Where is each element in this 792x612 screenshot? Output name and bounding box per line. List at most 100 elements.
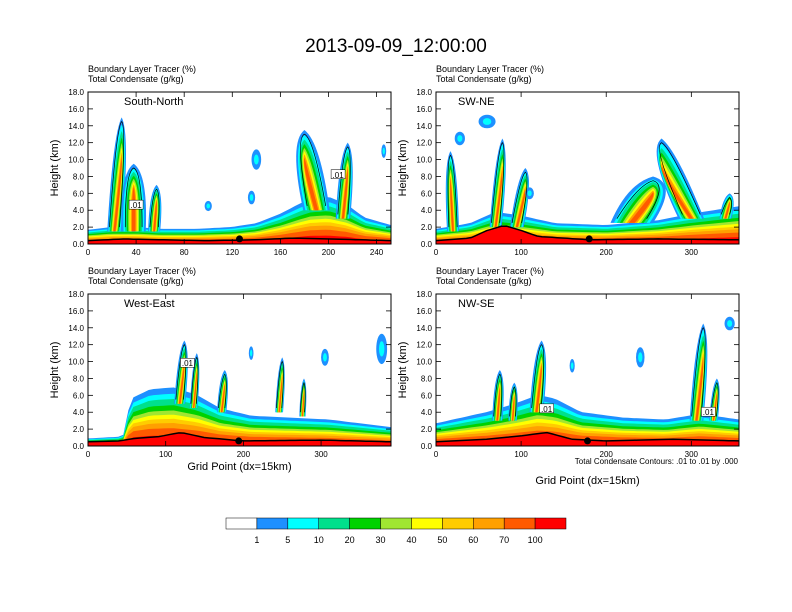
plume-3-level-6 [694,353,704,421]
plume-0-level-7 [496,387,501,421]
contour-label-box-0 [180,357,195,368]
subtitle-tracer: Boundary Layer Tracer (%) [436,64,544,74]
plot-area [436,92,739,244]
x-tick-label: 40 [132,248,141,257]
condensate-contour-3 [300,133,327,207]
colorbar-swatch-5 [380,517,412,530]
y-tick-label: 18.0 [416,88,432,97]
plume-4-level-7 [341,168,348,219]
y-tick-label: 8.0 [421,374,433,383]
plume-1-level-7 [193,371,197,408]
y-tick-label: 16.0 [416,105,432,114]
y-tick-label: 18.0 [68,88,84,97]
subtitle-condensate: Total Condensate (g/kg) [436,276,532,286]
y-tick-label: 16.0 [416,307,432,316]
x-tick-label: 0 [434,450,439,459]
colorbar-label: 50 [437,535,447,545]
contour-label: .01 [131,201,143,210]
colorbar-label: 70 [499,535,509,545]
contour-label: .01 [182,359,194,368]
tracer-blob-core-2 [570,362,574,370]
plume-4-level-4 [660,156,697,219]
plume-3-level-6 [278,374,283,413]
plume-0-level-7 [178,362,185,404]
x-axis-label: Grid Point (dx=15km) [187,461,291,473]
subtitle-condensate: Total Condensate (g/kg) [88,74,184,84]
plot-area: .01 .01 [88,92,391,244]
x-tick-label: 0 [86,450,91,459]
y-tick-label: 2.0 [73,223,85,232]
x-tick-label: 120 [226,248,240,257]
y-axis-label: Height (km) [397,342,409,399]
tracer-blob-core-3 [382,147,385,155]
condensate-contour-0 [109,121,125,228]
plot-frame [87,293,392,447]
panel-nw-se: Boundary Layer Tracer (%)Total Condensat… [397,266,740,487]
panel-west-east: Boundary Layer Tracer (%)Total Condensat… [49,266,392,473]
location-marker [584,437,591,445]
plume-2-level-7 [512,395,515,421]
tracer-blob-core-1 [727,320,733,327]
y-tick-label: 8.0 [73,374,85,383]
subtitle-condensate: Total Condensate (g/kg) [88,276,184,286]
colorbar-label: 30 [376,535,386,545]
y-tick-label: 2.0 [421,223,433,232]
x-tick-label: 100 [159,450,173,459]
panel-south-north: Boundary Layer Tracer (%)Total Condensat… [49,64,392,257]
y-tick-label: 14.0 [68,324,84,333]
condensate-contour-4 [299,381,306,413]
plume-0-level-6 [494,165,503,228]
colorbar-label: 10 [314,535,324,545]
y-tick-label: 18.0 [68,290,84,299]
colorbar-label: 5 [285,535,290,545]
colorbar-swatch-4 [349,517,381,530]
colorbar-label: 100 [528,535,543,545]
y-tick-label: 16.0 [68,307,84,316]
plot-frame [435,293,740,447]
y-tick-label: 2.0 [421,425,433,434]
x-axis-label: Grid Point (dx=15km) [535,475,639,487]
x-tick-label: 300 [685,450,699,459]
y-tick-label: 4.0 [73,408,85,417]
y-tick-label: 0.0 [73,442,85,451]
x-tick-label: 200 [237,450,251,459]
colorbar-swatch-9 [503,517,536,530]
tracer-blob-core-2 [206,203,211,209]
contour-label-box-0 [128,199,144,210]
y-tick-label: 12.0 [68,139,84,148]
tracer-blob-core-0 [323,353,327,362]
x-tick-label: 160 [274,248,288,257]
plume-1-level-6 [192,369,198,408]
y-tick-label: 16.0 [68,105,84,114]
y-tick-label: 12.0 [416,341,432,350]
contour-label: .01 [541,405,553,414]
colorbar-swatch-7 [442,517,474,530]
tracer-blob-core-1 [249,194,254,201]
tracer-blob-core-0 [482,118,492,125]
condensate-contour-2 [124,167,143,228]
colorbar-label: 20 [345,535,355,545]
condensate-contour-4 [337,146,351,215]
y-tick-label: 0.0 [421,442,433,451]
y-tick-label: 4.0 [421,408,433,417]
colorbar-label: 60 [468,535,478,545]
plume-3-level-6 [303,154,320,211]
x-tick-label: 0 [86,248,91,257]
location-marker [235,437,243,445]
y-tick-label: 12.0 [416,139,432,148]
colorbar: 1 5 10 20 30 40 50 60 70 100 [225,517,567,545]
plume-3-level-7 [628,192,654,223]
panel-label: NW-SE [458,298,494,310]
condensate-contour-4 [710,382,719,417]
y-tick-label: 6.0 [73,391,85,400]
x-tick-label: 200 [600,450,614,459]
y-tick-label: 8.0 [73,172,85,181]
y-tick-label: 10.0 [68,358,84,367]
y-axis-label: Height (km) [49,140,61,197]
subtitle-condensate: Total Condensate (g/kg) [436,74,532,84]
plot-area: .01 [88,294,391,446]
tracer-blob-core-2 [249,349,253,357]
plume-3-level-6 [626,190,655,223]
condensate-contour-4 [659,142,701,215]
